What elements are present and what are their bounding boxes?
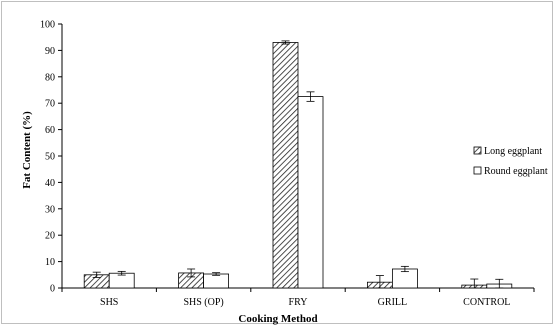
x-tick-label: FRY (289, 297, 308, 308)
x-tick-label: GRILL (378, 297, 407, 308)
legend-swatch (473, 146, 482, 155)
bar (297, 96, 324, 289)
y-tick-label: 20 (45, 231, 55, 242)
y-tick-label: 70 (45, 99, 55, 110)
y-tick-label: 0 (50, 284, 55, 295)
legend-swatch (473, 166, 482, 175)
bar (272, 42, 299, 289)
legend-label: Round eggplant (484, 166, 548, 177)
y-tick-label: 90 (45, 46, 55, 57)
y-tick-label: 100 (40, 20, 55, 31)
x-tick-label: CONTROL (463, 297, 510, 308)
y-tick-label: 30 (45, 204, 55, 215)
y-tick-label: 50 (45, 152, 55, 163)
x-axis-title: Cooking Method (238, 313, 317, 325)
bar (203, 273, 230, 289)
y-tick-label: 60 (45, 125, 55, 136)
y-tick-label: 80 (45, 72, 55, 83)
y-axis-title: Fat Content (%) (21, 111, 33, 189)
legend-label: Long eggplant (484, 146, 542, 157)
y-tick-label: 10 (45, 257, 55, 268)
x-tick-label: SHS (100, 297, 118, 308)
legend: Long eggplant Round eggplant (473, 146, 548, 177)
x-tick-label: SHS (OP) (183, 297, 223, 308)
y-tick-label: 40 (45, 178, 55, 189)
